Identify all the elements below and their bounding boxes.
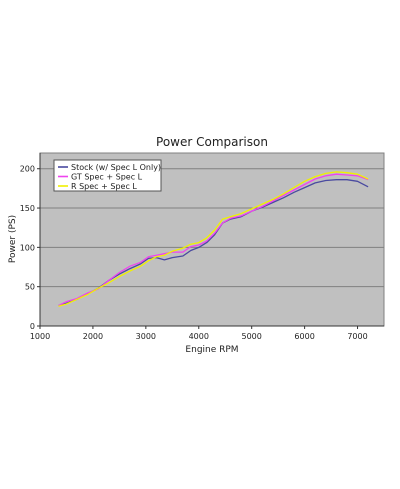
x-tick-label: 4000 xyxy=(189,332,209,341)
tick-labels: 1000 2000 3000 4000 5000 6000 7000 0 50 100 150 200 xyxy=(20,165,368,341)
legend-label-1: Stock (w/ Spec L Only) xyxy=(71,163,161,172)
x-tick-label: 6000 xyxy=(294,332,314,341)
legend-label-2: GT Spec + Spec L xyxy=(71,173,143,182)
y-tick-label: 50 xyxy=(25,283,35,292)
y-tick-label: 100 xyxy=(20,243,35,252)
x-tick-label: 3000 xyxy=(136,332,156,341)
series-line-2 xyxy=(58,173,369,307)
x-tick-label: 5000 xyxy=(242,332,262,341)
y-tick-label: 150 xyxy=(20,204,35,213)
y-tick-label: 200 xyxy=(20,165,35,174)
legend-label-3: R Spec + Spec L xyxy=(71,182,137,191)
y-tick-label: 0 xyxy=(30,322,35,331)
y-axis-label: Power (PS) xyxy=(8,215,18,263)
series-line-3 xyxy=(58,171,369,307)
legend: Stock (w/ Spec L Only)GT Spec + Spec LR … xyxy=(53,159,162,192)
chart-title: Power Comparison xyxy=(156,135,268,149)
x-tick-label: 2000 xyxy=(83,332,103,341)
axes xyxy=(37,153,384,329)
series-lines xyxy=(58,171,369,307)
x-tick-label: 1000 xyxy=(30,332,50,341)
gridlines xyxy=(40,168,384,288)
x-axis-label: Engine RPM xyxy=(185,345,238,355)
x-tick-label: 7000 xyxy=(347,332,367,341)
legend-box xyxy=(53,159,162,192)
